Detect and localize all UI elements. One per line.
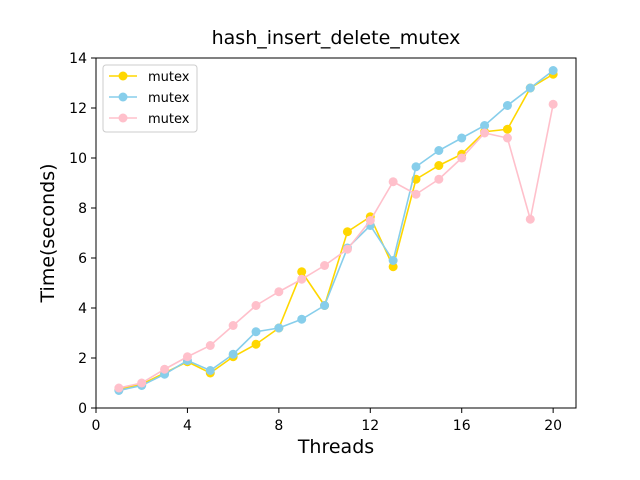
data-point (388, 256, 398, 265)
data-point (251, 339, 261, 349)
y-tick-label: 2 (78, 351, 87, 367)
data-point (457, 153, 467, 163)
data-point (182, 352, 192, 362)
chart-title: hash_insert_delete_mutex (212, 27, 461, 49)
legend-item-2: mutex (109, 91, 190, 106)
data-point (502, 133, 512, 143)
data-point (548, 99, 558, 109)
data-point (342, 244, 352, 254)
data-point (297, 314, 307, 324)
y-axis: 0 2 4 6 8 10 12 14 (69, 51, 96, 417)
x-tick-label: 20 (544, 418, 562, 434)
legend-label: mutex (148, 91, 190, 106)
y-tick-label: 10 (69, 151, 87, 167)
data-point (525, 214, 535, 224)
plot-frame (95, 57, 577, 409)
data-point (434, 146, 444, 155)
data-point (502, 101, 512, 110)
data-point (114, 383, 124, 393)
data-point (388, 177, 398, 187)
data-point (228, 321, 238, 330)
data-point (525, 83, 535, 93)
legend-item-3: mutex (109, 112, 190, 127)
x-tick-label: 0 (92, 418, 101, 434)
data-point (480, 121, 490, 130)
x-axis-label: Threads (297, 436, 374, 458)
data-point (434, 161, 444, 170)
data-point (228, 349, 238, 359)
series-3 (114, 99, 558, 393)
legend: mutex mutex mutex (102, 64, 198, 133)
data-point (320, 301, 330, 310)
y-tick-label: 6 (78, 251, 87, 267)
data-point (434, 174, 444, 184)
data-point (320, 261, 330, 270)
data-point (297, 267, 307, 277)
y-axis-label: Time(seconds) (37, 164, 59, 304)
data-point (297, 274, 307, 284)
data-point (274, 323, 284, 333)
data-point (411, 189, 421, 199)
data-point (502, 124, 512, 134)
data-point (251, 301, 261, 310)
x-tick-label: 12 (361, 418, 379, 434)
legend-marker (118, 113, 128, 123)
legend-marker (118, 92, 128, 102)
x-axis: 0 4 8 12 16 20 (92, 408, 562, 434)
legend-item-1: mutex (109, 70, 190, 85)
legend-marker (118, 71, 128, 81)
data-point (480, 128, 490, 138)
series-line (118, 104, 554, 389)
y-tick-label: 14 (69, 51, 87, 67)
series-layer (114, 66, 558, 395)
y-tick-label: 12 (69, 101, 87, 117)
y-tick-label: 0 (78, 401, 87, 417)
y-tick-label: 8 (78, 201, 87, 217)
data-point (274, 287, 284, 297)
x-tick-label: 4 (183, 418, 192, 434)
x-tick-label: 16 (453, 418, 471, 434)
data-point (388, 262, 398, 272)
data-point (251, 327, 261, 337)
data-point (160, 364, 170, 374)
legend-label: mutex (148, 112, 190, 127)
data-point (137, 378, 147, 388)
data-point (457, 133, 467, 143)
data-point (342, 227, 352, 237)
data-point (411, 162, 421, 172)
data-point (365, 216, 375, 225)
legend-label: mutex (148, 70, 190, 85)
x-tick-label: 8 (274, 418, 283, 434)
data-point (548, 66, 558, 75)
data-point (205, 341, 215, 350)
data-point (205, 366, 215, 375)
y-tick-label: 4 (78, 301, 87, 317)
